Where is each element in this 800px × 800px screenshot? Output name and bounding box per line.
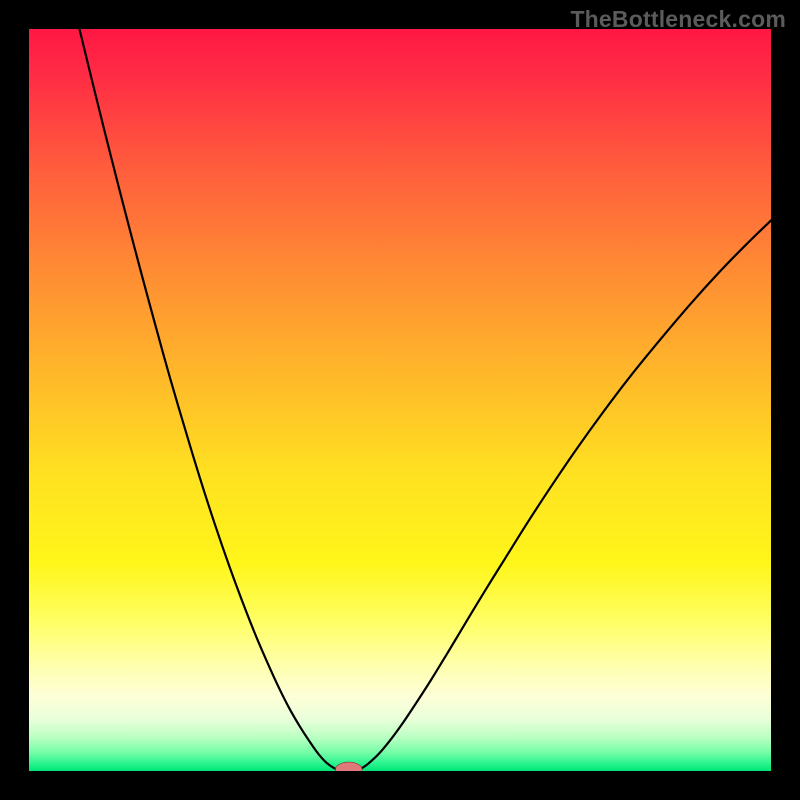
plot-area (29, 29, 771, 771)
minimum-marker (29, 29, 771, 771)
chart-container: TheBottleneck.com (0, 0, 800, 800)
watermark-label: TheBottleneck.com (570, 6, 786, 33)
